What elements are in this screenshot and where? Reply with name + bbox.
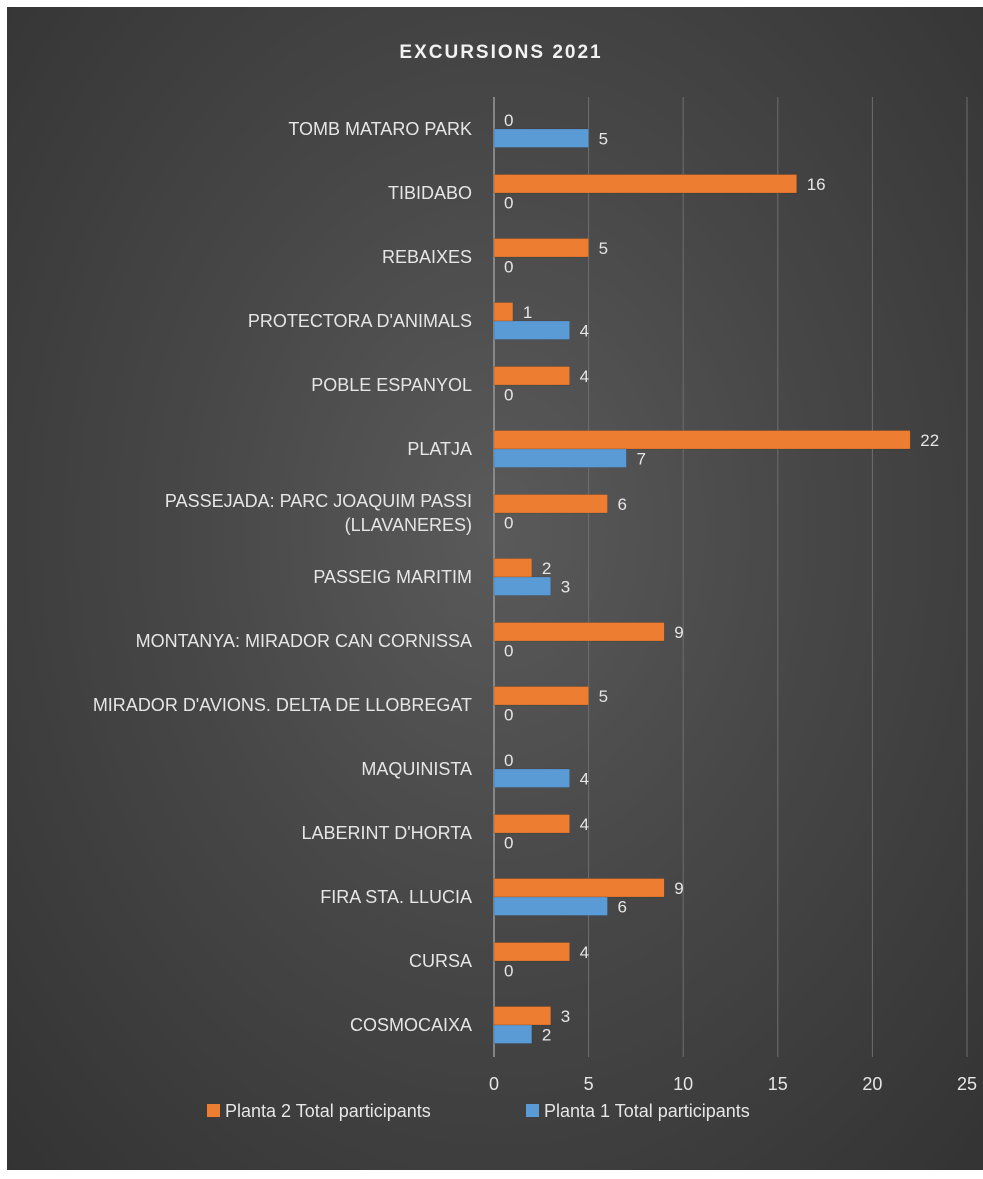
data-label: 2 [542, 559, 551, 578]
data-label: 6 [618, 495, 627, 514]
x-tick-label: 15 [768, 1074, 788, 1094]
data-label: 4 [580, 770, 589, 789]
data-label: 0 [504, 514, 513, 533]
category-label: MONTANYA: MIRADOR CAN CORNISSA [136, 631, 472, 651]
data-label: 0 [504, 194, 513, 213]
data-label: 4 [580, 943, 589, 962]
data-label: 3 [561, 1007, 570, 1026]
data-label: 7 [636, 450, 645, 469]
data-label: 1 [523, 303, 532, 322]
x-tick-label: 5 [584, 1074, 594, 1094]
category-label: LABERINT D'HORTA [302, 823, 472, 843]
bar-planta-2 [493, 878, 665, 898]
category-label: REBAIXES [382, 247, 472, 267]
data-label: 4 [580, 367, 589, 386]
data-label: 3 [561, 578, 570, 597]
legend-label: Planta 1 Total participants [544, 1101, 750, 1121]
bar-planta-2 [493, 814, 570, 834]
data-label: 22 [920, 431, 939, 450]
data-label: 0 [504, 751, 513, 770]
bar-planta-2 [493, 622, 665, 642]
bar-planta-1 [493, 1024, 533, 1044]
bar-planta-1 [493, 128, 589, 148]
bars [493, 128, 911, 1044]
data-label: 0 [504, 642, 513, 661]
legend-swatch [526, 1104, 539, 1117]
data-label: 9 [674, 879, 683, 898]
chart-title: EXCURSIONS 2021 [399, 42, 602, 63]
data-label: 0 [504, 111, 513, 130]
bar-planta-1 [493, 320, 570, 340]
category-label: TIBIDABO [388, 183, 472, 203]
x-tick-label: 10 [673, 1074, 693, 1094]
bar-planta-2 [493, 494, 608, 514]
data-label: 9 [674, 623, 683, 642]
bar-planta-1 [493, 448, 627, 468]
data-label: 0 [504, 834, 513, 853]
bar-planta-1 [493, 768, 570, 788]
data-label: 0 [504, 258, 513, 277]
data-label: 4 [580, 815, 589, 834]
category-label: FIRA STA. LLUCIA [320, 887, 472, 907]
data-label: 0 [504, 706, 513, 725]
legend-swatch [207, 1104, 220, 1117]
bar-planta-2 [493, 942, 570, 962]
data-label: 5 [599, 239, 608, 258]
bar-planta-2 [493, 558, 533, 578]
bar-planta-1 [493, 576, 552, 596]
category-label: COSMOCAIXA [350, 1015, 472, 1035]
x-tick-label: 0 [489, 1074, 499, 1094]
data-label: 6 [618, 898, 627, 917]
chart-area: EXCURSIONS 2021 0 5 10 15 20 25 0 5 TOMB MATARO … [7, 7, 983, 1170]
legend: Planta 2 Total participants Planta 1 Tota… [207, 1101, 750, 1121]
bar-planta-2 [493, 430, 911, 450]
category-label: PLATJA [407, 439, 472, 459]
category-label: MIRADOR D'AVIONS. DELTA DE LLOBREGAT [93, 695, 472, 715]
data-label: 0 [504, 386, 513, 405]
bar-planta-2 [493, 302, 514, 322]
category-label: PROTECTORA D'ANIMALS [248, 311, 472, 331]
bar-planta-2 [493, 1006, 552, 1026]
bar-planta-2 [493, 366, 570, 386]
category-label: CURSA [409, 951, 472, 971]
data-label: 2 [542, 1026, 551, 1045]
legend-label: Planta 2 Total participants [225, 1101, 431, 1121]
data-label: 5 [599, 130, 608, 149]
bar-planta-2 [493, 174, 797, 194]
data-label: 16 [807, 175, 826, 194]
bar-planta-1 [493, 896, 608, 916]
category-label: (LLAVANERES) [345, 515, 472, 535]
category-label: MAQUINISTA [361, 759, 472, 779]
category-label: POBLE ESPANYOL [311, 375, 472, 395]
bar-planta-2 [493, 238, 589, 258]
category-label: TOMB MATARO PARK [288, 119, 472, 139]
data-label: 0 [504, 962, 513, 981]
data-label: 5 [599, 687, 608, 706]
category-label: PASSEJADA: PARC JOAQUIM PASSI [165, 491, 472, 511]
bar-planta-2 [493, 686, 589, 706]
category-label: PASSEIG MARITIM [313, 567, 472, 587]
x-tick-label: 20 [862, 1074, 882, 1094]
data-label: 4 [580, 322, 589, 341]
x-tick-label: 25 [957, 1074, 977, 1094]
